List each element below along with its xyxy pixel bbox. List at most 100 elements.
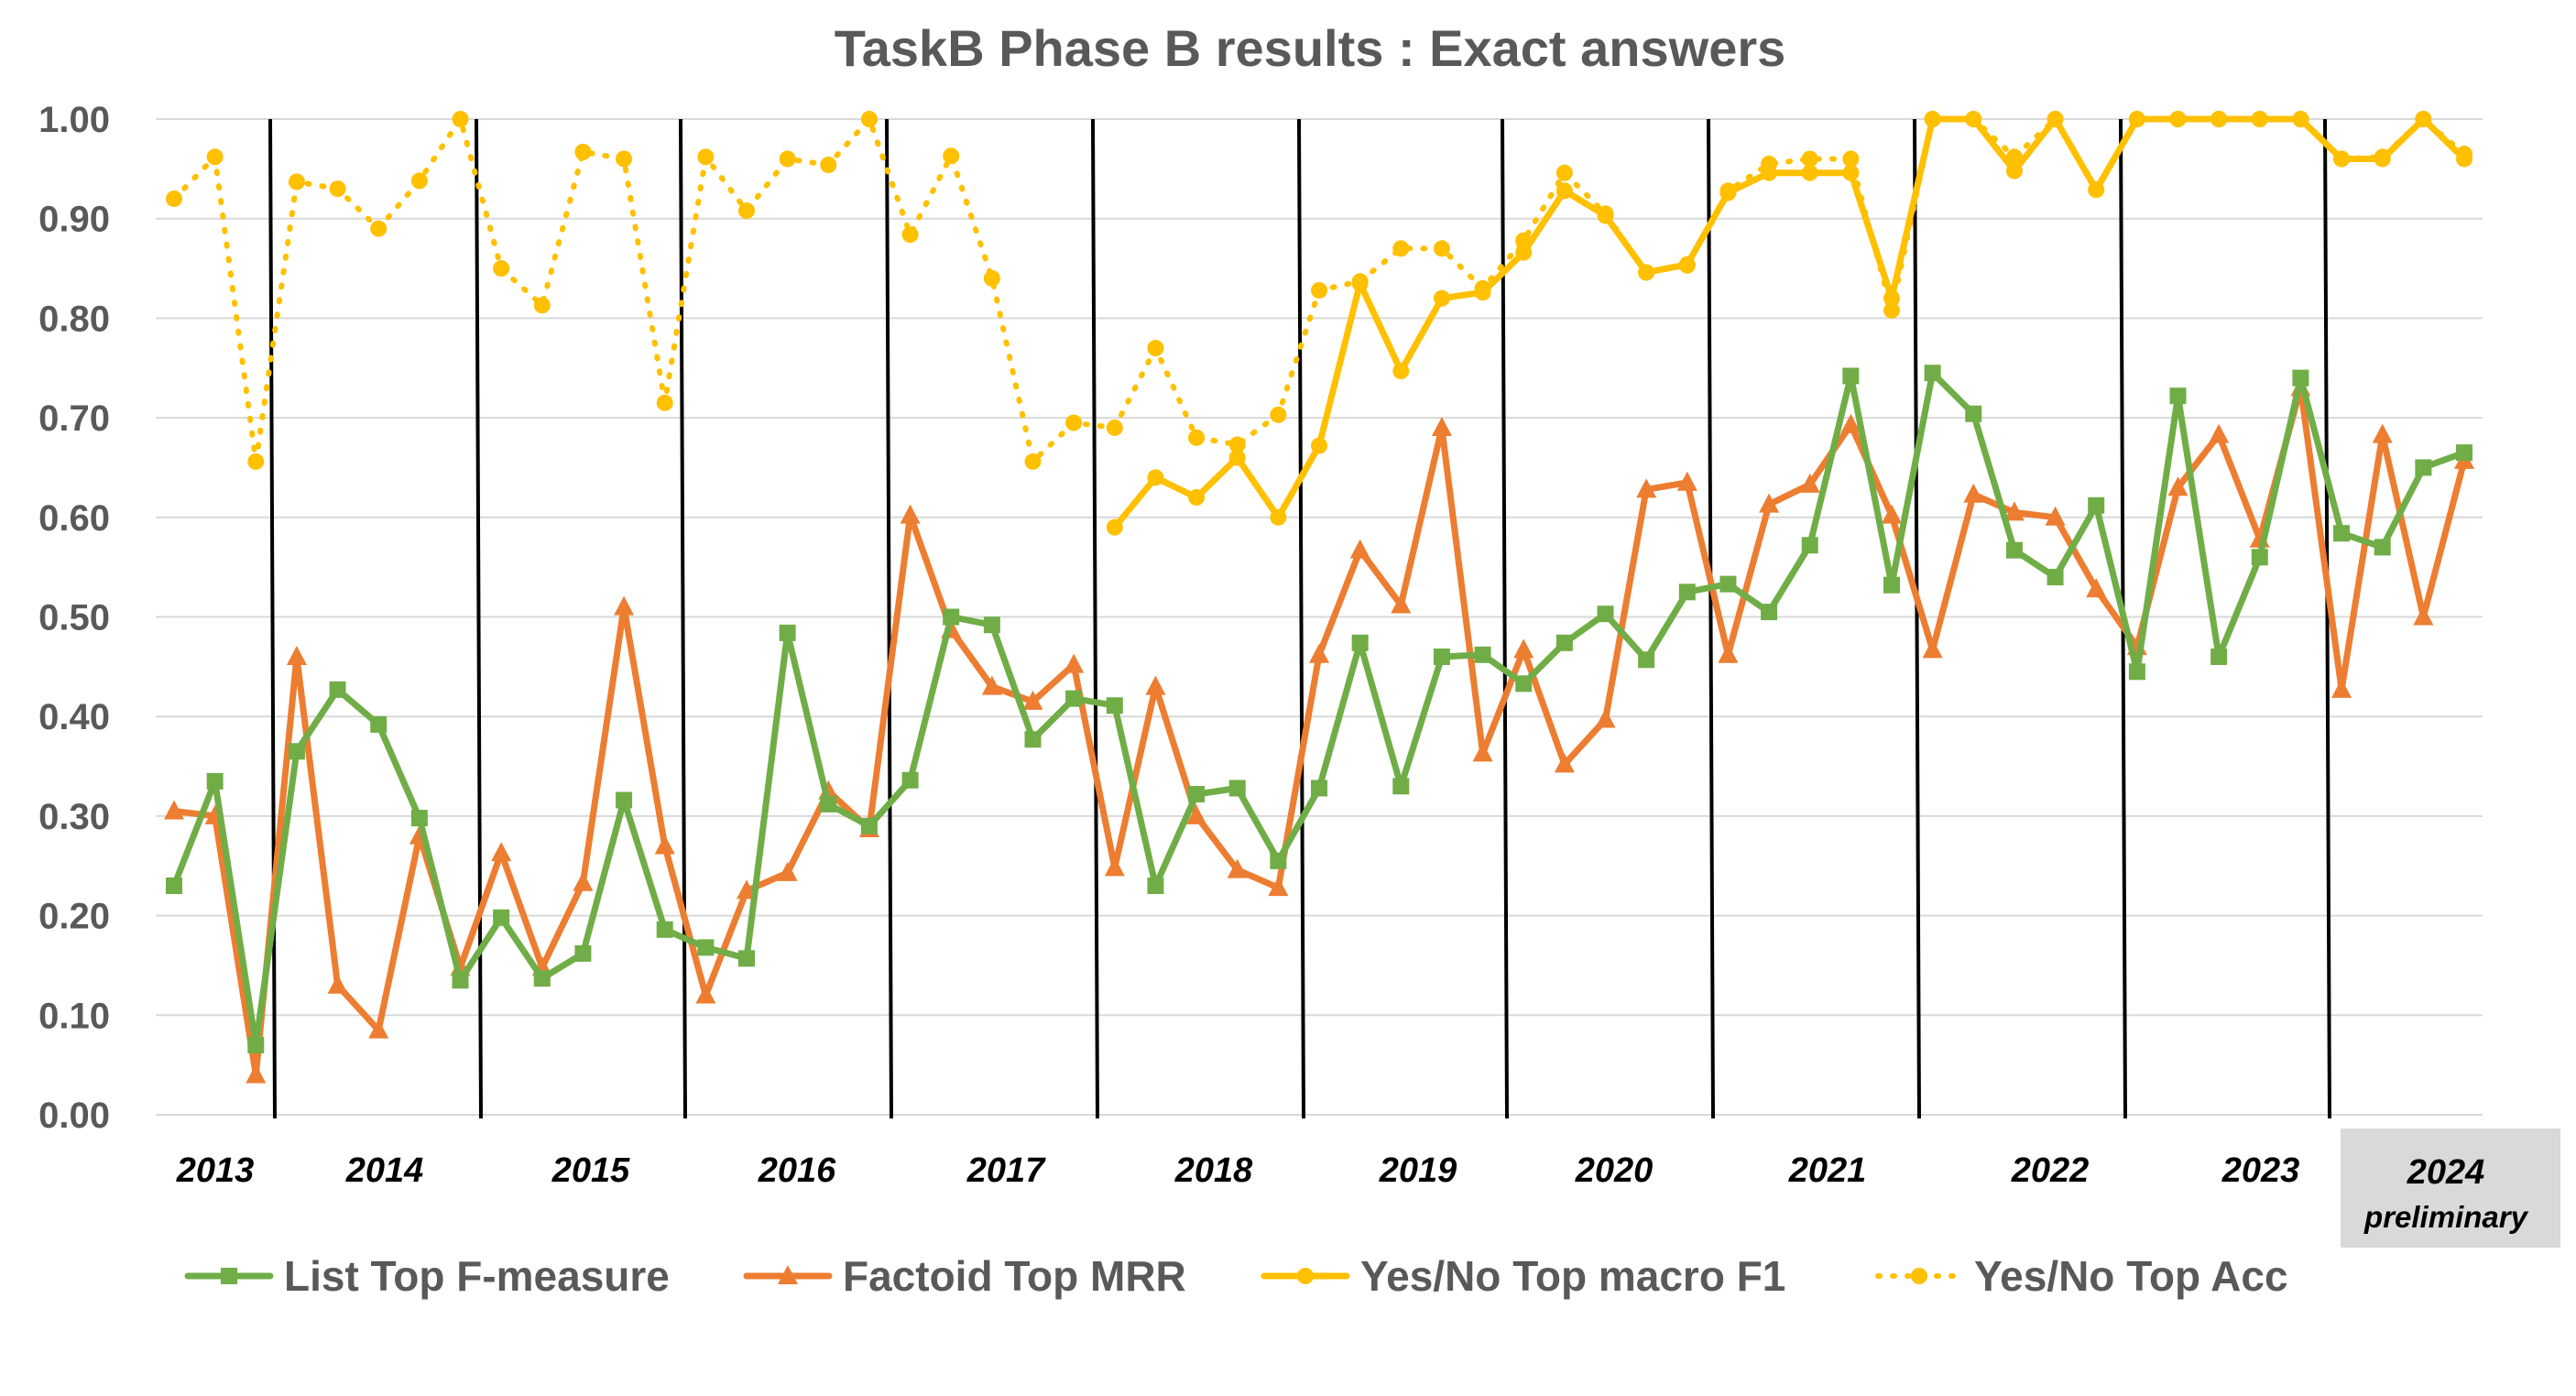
data-point: [533, 970, 551, 987]
data-point: [1391, 594, 1412, 614]
data-point: [1840, 413, 1861, 433]
data-point: [1065, 690, 1083, 707]
data-point: [697, 939, 715, 956]
data-point: [1555, 164, 1573, 181]
data-point: [1188, 785, 1206, 802]
data-point: [2169, 111, 2187, 127]
data-point: [1106, 419, 1123, 436]
data-point: [2456, 444, 2472, 462]
year-divider: [1297, 118, 1305, 1119]
data-point: [616, 791, 633, 809]
data-point: [2209, 423, 2230, 443]
data-point: [1433, 648, 1450, 665]
data-point: [1555, 182, 1573, 200]
data-point: [1351, 634, 1369, 651]
year-label: 2021: [1788, 1151, 1867, 1190]
data-point: [2251, 549, 2268, 566]
data-point: [1801, 164, 1818, 181]
series-factoid-top-mrr: [164, 376, 2474, 1084]
data-point: [1882, 504, 1902, 524]
data-point: [2374, 150, 2391, 168]
data-point: [697, 148, 715, 166]
y-tick-label: 0.10: [38, 996, 110, 1036]
data-point: [327, 974, 348, 994]
data-point: [533, 297, 551, 314]
data-point: [2088, 181, 2105, 199]
data-point: [288, 743, 305, 760]
y-tick-label: 0.40: [38, 697, 110, 737]
data-point: [1147, 469, 1164, 486]
data-point: [1311, 780, 1327, 797]
legend-marker: [1297, 1268, 1314, 1284]
data-point: [656, 921, 673, 938]
data-point: [1270, 406, 1287, 423]
data-point: [1228, 449, 1246, 466]
y-tick-label: 0.50: [38, 598, 110, 638]
data-point: [1515, 244, 1533, 261]
y-tick-label: 1.00: [38, 100, 110, 140]
data-point: [247, 453, 265, 470]
data-point: [2415, 111, 2432, 127]
data-point: [573, 871, 594, 891]
year-label: 2020: [1575, 1151, 1654, 1190]
data-point: [1186, 804, 1207, 824]
data-point: [1513, 638, 1534, 659]
legend-label: List Top F-measure: [284, 1252, 670, 1300]
data-point: [2210, 111, 2228, 127]
legend-marker: [1911, 1268, 1927, 1284]
data-point: [1597, 605, 1614, 623]
y-tick-label: 0.20: [38, 897, 110, 937]
data-point: [1842, 150, 1860, 168]
data-point: [1554, 753, 1575, 773]
data-point: [329, 180, 346, 198]
data-point: [1924, 365, 1941, 382]
data-point: [491, 842, 512, 862]
data-point: [2005, 162, 2023, 180]
data-point: [1270, 508, 1287, 526]
data-point: [410, 172, 428, 190]
year-band: [2341, 1129, 2560, 1248]
data-point: [656, 394, 673, 411]
series-yes-no-top-macro-f1: [1106, 111, 2472, 536]
data-point: [288, 173, 305, 191]
data-point: [1392, 778, 1410, 795]
year-sublabel: preliminary: [2363, 1200, 2529, 1234]
year-label: 2014: [345, 1151, 424, 1190]
data-point: [2333, 150, 2351, 168]
year-label: 2019: [1379, 1151, 1457, 1190]
data-point: [1636, 478, 1657, 498]
data-point: [2331, 678, 2352, 698]
data-point: [616, 150, 633, 168]
data-point: [779, 150, 796, 168]
data-point: [2047, 111, 2064, 127]
data-point: [1719, 184, 1737, 202]
data-point: [164, 800, 184, 820]
data-point: [983, 269, 1000, 287]
data-point: [1022, 690, 1043, 710]
year-divider: [885, 118, 893, 1119]
data-point: [983, 616, 1000, 634]
data-point: [1676, 471, 1697, 491]
data-point: [452, 111, 469, 127]
data-point: [247, 1036, 265, 1053]
data-point: [901, 771, 919, 789]
data-point: [1433, 289, 1450, 307]
data-point: [820, 157, 837, 174]
legend-item: Yes/No Top macro F1: [1261, 1252, 1785, 1300]
data-point: [981, 675, 1002, 695]
year-divider: [1091, 118, 1099, 1119]
data-point: [1801, 150, 1818, 168]
data-point: [1965, 111, 1982, 127]
data-point: [2086, 578, 2107, 598]
data-point: [166, 190, 182, 207]
data-point: [860, 817, 878, 834]
legend-marker: [221, 1268, 237, 1284]
data-point: [779, 624, 796, 641]
legend-label: Yes/No Top macro F1: [1360, 1252, 1785, 1300]
data-point: [2128, 663, 2145, 681]
data-point: [1392, 240, 1410, 257]
data-point: [2045, 506, 2066, 526]
year-highlight-band: [2341, 1129, 2560, 1248]
